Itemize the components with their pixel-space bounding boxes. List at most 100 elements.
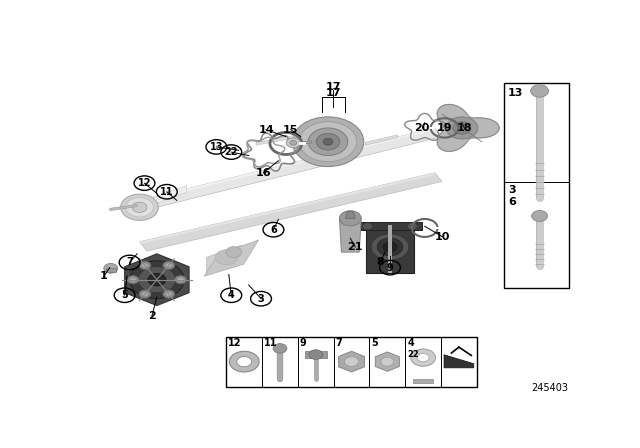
Polygon shape [388,224,392,273]
Text: 21: 21 [348,242,363,252]
Circle shape [127,276,139,284]
Text: 17: 17 [326,82,341,91]
Circle shape [163,261,175,270]
Circle shape [408,223,417,230]
Circle shape [237,357,252,367]
Text: 10: 10 [435,232,450,241]
Circle shape [383,242,397,252]
Circle shape [138,267,176,293]
Text: 13: 13 [508,88,524,98]
Text: 22: 22 [407,350,419,359]
Polygon shape [140,128,435,203]
Polygon shape [140,173,435,244]
Polygon shape [137,185,187,211]
Text: 22: 22 [225,147,238,157]
Bar [305,351,326,358]
Text: 12: 12 [228,338,242,349]
Polygon shape [339,218,361,252]
Circle shape [363,223,372,230]
Bar [227,336,477,387]
Circle shape [453,122,471,134]
Polygon shape [125,254,189,306]
Circle shape [177,277,184,282]
Text: 3
6: 3 6 [508,185,516,207]
Bar [413,379,433,383]
Circle shape [377,238,403,256]
Text: 16: 16 [256,168,271,178]
Polygon shape [365,135,397,145]
Circle shape [532,211,547,221]
Bar [504,83,568,289]
Polygon shape [106,268,116,272]
Text: 12: 12 [138,178,151,188]
Circle shape [125,198,154,217]
Text: 5: 5 [121,290,128,300]
Text: 19: 19 [436,123,452,133]
Circle shape [323,138,333,145]
Circle shape [381,357,394,366]
Circle shape [132,202,147,212]
Circle shape [286,138,300,147]
Polygon shape [375,352,399,371]
Text: 245403: 245403 [532,383,568,392]
Circle shape [308,128,348,155]
Text: 8: 8 [376,258,384,267]
Circle shape [339,211,361,226]
Text: 2: 2 [148,311,156,321]
Circle shape [446,117,478,139]
Circle shape [216,250,237,265]
Circle shape [141,292,148,297]
Text: 11: 11 [264,338,278,349]
Polygon shape [301,141,312,144]
Polygon shape [346,211,355,218]
Circle shape [300,122,356,162]
Text: 4: 4 [407,338,414,349]
Circle shape [229,351,259,372]
Circle shape [129,277,136,282]
Polygon shape [207,245,241,275]
Text: 17: 17 [325,88,340,99]
Text: 9: 9 [387,263,394,273]
Polygon shape [204,240,259,276]
Circle shape [121,194,158,220]
Circle shape [163,290,175,298]
Polygon shape [358,222,422,230]
Circle shape [531,85,548,97]
Polygon shape [110,204,137,211]
Circle shape [139,261,151,270]
Circle shape [344,357,358,366]
Circle shape [371,234,409,260]
Polygon shape [256,135,293,145]
Circle shape [165,292,172,297]
Circle shape [290,140,297,145]
Polygon shape [339,351,364,372]
Polygon shape [437,104,499,151]
Circle shape [226,246,242,258]
Circle shape [148,273,166,286]
Circle shape [129,261,184,299]
Circle shape [273,344,287,353]
Circle shape [411,349,436,366]
Text: 3: 3 [258,294,264,304]
Circle shape [309,350,323,359]
Circle shape [165,263,172,268]
Polygon shape [140,173,442,251]
Text: 9: 9 [300,338,307,349]
Text: 18: 18 [457,123,472,133]
Polygon shape [140,128,442,210]
Circle shape [292,117,364,167]
Circle shape [316,134,340,150]
Text: 13: 13 [210,142,223,152]
Text: 7: 7 [335,338,342,349]
Circle shape [417,353,429,362]
Text: 7: 7 [126,258,133,267]
Text: 5: 5 [371,338,378,349]
Circle shape [141,263,148,268]
Polygon shape [366,224,414,273]
Text: 6: 6 [270,225,277,235]
Text: 1: 1 [100,271,108,281]
Text: 14: 14 [258,125,274,135]
Circle shape [104,263,118,273]
Circle shape [139,290,151,298]
Polygon shape [444,355,474,368]
